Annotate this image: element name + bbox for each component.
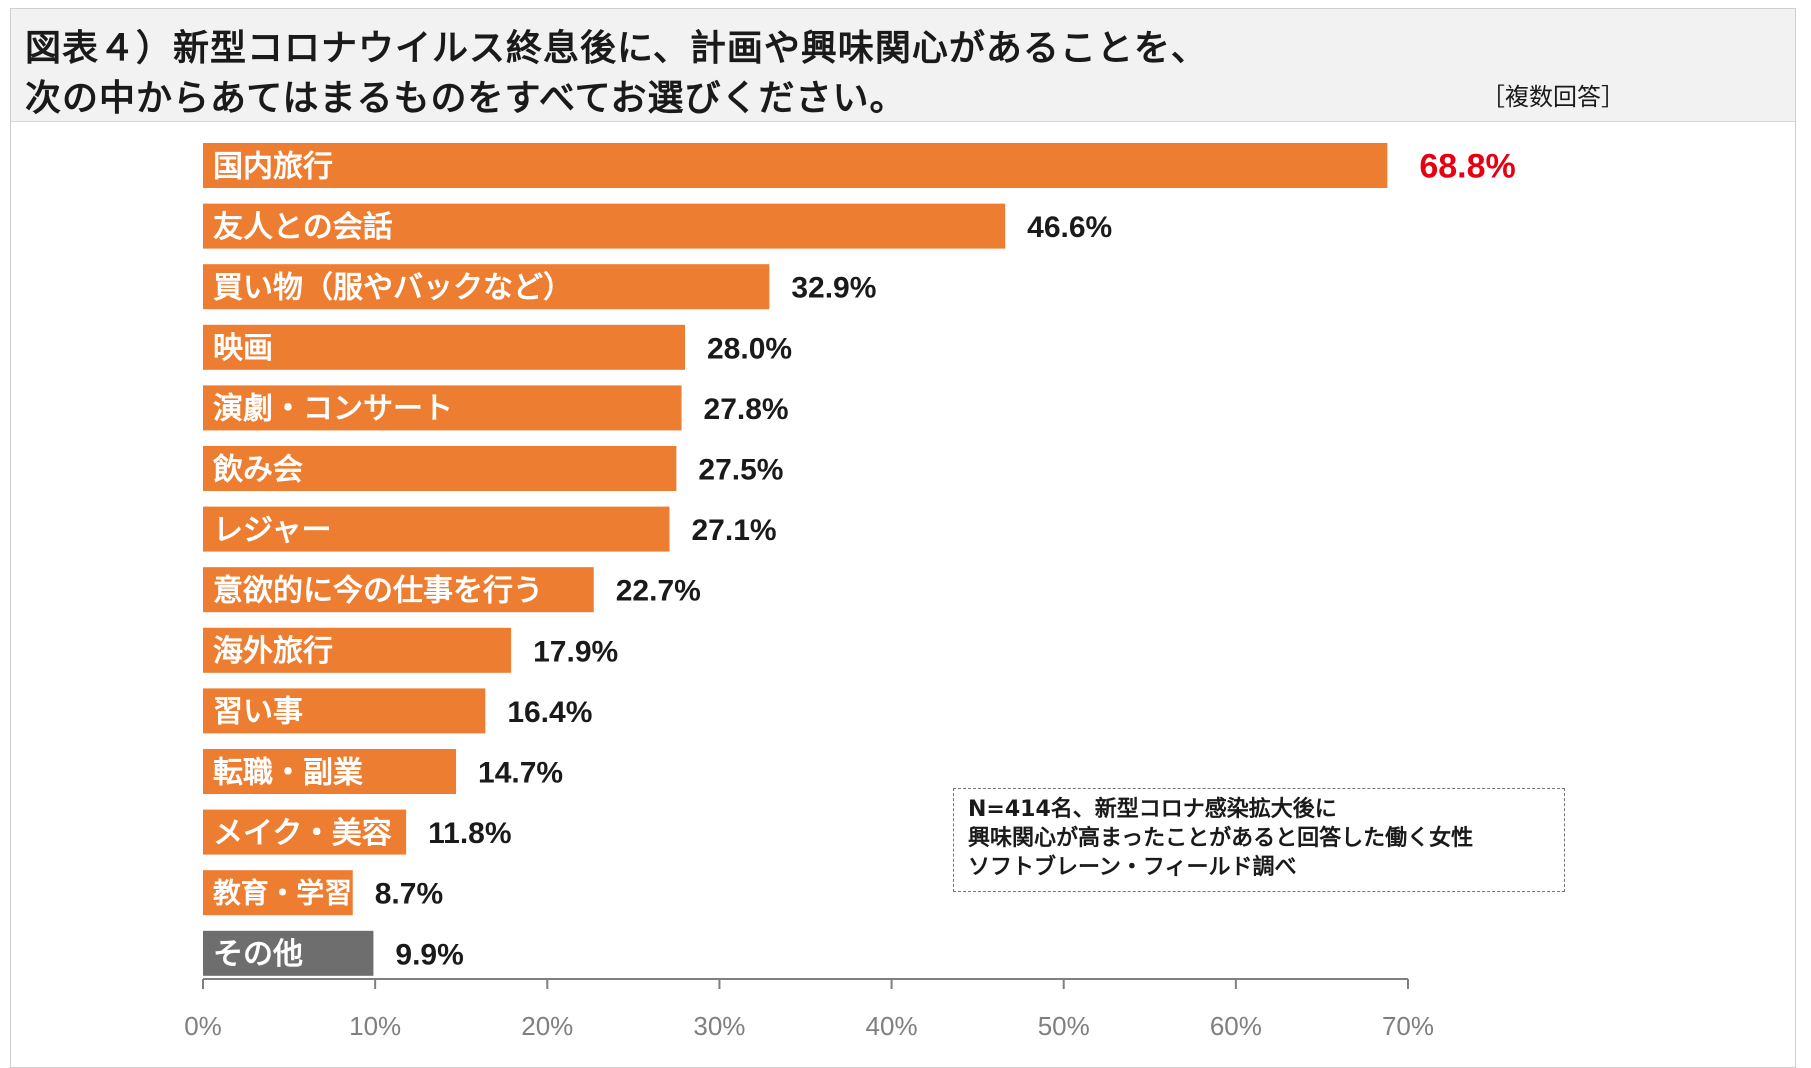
bar-group: 意欲的に今の仕事を行う 22.7% <box>203 567 701 613</box>
survey-note-line-1: N=414名、新型コロナ感染拡大後に <box>968 797 1337 822</box>
bar-group: 習い事 16.4% <box>203 688 592 734</box>
bar <box>203 506 670 552</box>
bar <box>203 688 486 734</box>
bar-category-label: 海外旅行 <box>213 634 333 669</box>
bar <box>203 749 457 794</box>
bar <box>203 567 594 613</box>
bar-category-label: 習い事 <box>213 695 303 730</box>
bar-group: 国内旅行 68.8% <box>203 143 1516 188</box>
survey-note: N=414名、新型コロナ感染拡大後に 興味関心が高まったことがあると回答した働く… <box>953 788 1565 892</box>
bar-group: 演劇・コンサート 27.8% <box>203 385 789 431</box>
bar-group: メイク・美容 11.8% <box>203 809 512 855</box>
x-axis-tick-label: 20% <box>521 1011 573 1041</box>
bar-group: 飲み会 27.5% <box>203 446 783 491</box>
bar-category-label: 教育・学習 <box>213 877 352 910</box>
bar-value-label: 14.7% <box>478 757 563 790</box>
bar-value-label: 27.1% <box>692 514 777 547</box>
bar-group: 教育・学習 8.7% <box>203 870 443 916</box>
x-axis-tick-label: 10% <box>349 1011 401 1041</box>
bar <box>203 870 353 916</box>
bar <box>203 930 374 976</box>
x-axis-tick-label: 60% <box>1210 1011 1262 1041</box>
bar-category-label: メイク・美容 <box>213 816 392 851</box>
bar-group: 転職・副業 14.7% <box>203 749 563 794</box>
bar-value-label: 8.7% <box>375 878 443 911</box>
bar-category-label: 友人との会話 <box>213 210 393 245</box>
bar <box>203 203 1006 249</box>
bar-category-label: 意欲的に今の仕事を行う <box>213 574 543 609</box>
x-axis-tick-label: 30% <box>693 1011 745 1041</box>
bar-value-label: 16.4% <box>507 696 592 729</box>
x-axis-tick-label: 0% <box>184 1011 222 1041</box>
bar <box>203 627 512 673</box>
bar-group: レジャー 27.1% <box>203 506 777 552</box>
bar-category-label: 飲み会 <box>213 452 303 487</box>
bar-category-label: その他 <box>213 937 303 972</box>
bar <box>203 809 407 855</box>
bar-value-label: 9.9% <box>395 938 463 971</box>
bar-value-label: 32.9% <box>791 272 876 305</box>
x-axis-tick-label: 50% <box>1038 1011 1090 1041</box>
bar-group: 映画 28.0% <box>203 324 792 370</box>
x-axis: 0% 10% 20% 30% 40% 50% 60% 70% <box>184 978 1434 1041</box>
bar-value-label: 17.9% <box>533 635 618 668</box>
bar-group: 買い物（服やバックなど） 32.9% <box>203 264 876 310</box>
bar <box>203 324 685 370</box>
figure-subtitle: ［複数回答］ <box>1481 83 1625 111</box>
bars-layer: 国内旅行 68.8% 友人との会話 46.6% 買い物（服やバックなど） 32.9% 映画 2… <box>203 143 1516 976</box>
bar-group: 海外旅行 17.9% <box>203 627 618 673</box>
bar-group: その他 9.9% <box>203 930 464 976</box>
bar <box>203 446 677 491</box>
x-axis-tick-label: 70% <box>1382 1011 1434 1041</box>
bar-category-label: 買い物（服やバックなど） <box>213 271 573 306</box>
bar-value-label: 27.8% <box>704 393 789 426</box>
bar-category-label: 国内旅行 <box>213 149 333 184</box>
bar <box>203 143 1388 188</box>
bar-value-label: 22.7% <box>616 575 701 608</box>
bar <box>203 385 682 431</box>
bar-category-label: 映画 <box>213 331 273 366</box>
bar-group: 友人との会話 46.6% <box>203 203 1112 249</box>
figure-header: 図表４）新型コロナウイルス終息後に、計画や興味関心があることを、 次の中からあて… <box>11 9 1795 122</box>
bar-value-label: 27.5% <box>698 454 783 487</box>
survey-note-line-3: ソフトブレーン・フィールド調べ <box>968 855 1297 880</box>
bar-category-label: レジャー <box>213 513 332 548</box>
figure-title-line-1: 図表４）新型コロナウイルス終息後に、計画や興味関心があることを、 <box>25 28 1208 69</box>
bar-value-label: 28.0% <box>707 332 792 365</box>
figure-title-line-2: 次の中からあてはまるものをすべてお選びください。 <box>25 78 907 119</box>
bar-value-label: 68.8% <box>1419 148 1515 186</box>
x-axis-tick-label: 40% <box>866 1011 918 1041</box>
bar-category-label: 演劇・コンサート <box>213 392 453 427</box>
bar-value-label: 46.6% <box>1027 211 1112 244</box>
bar <box>203 264 770 310</box>
bar-category-label: 転職・副業 <box>213 755 363 790</box>
survey-note-line-2: 興味関心が高まったことがあると回答した働く女性 <box>968 826 1474 851</box>
bar-value-label: 11.8% <box>428 817 511 850</box>
